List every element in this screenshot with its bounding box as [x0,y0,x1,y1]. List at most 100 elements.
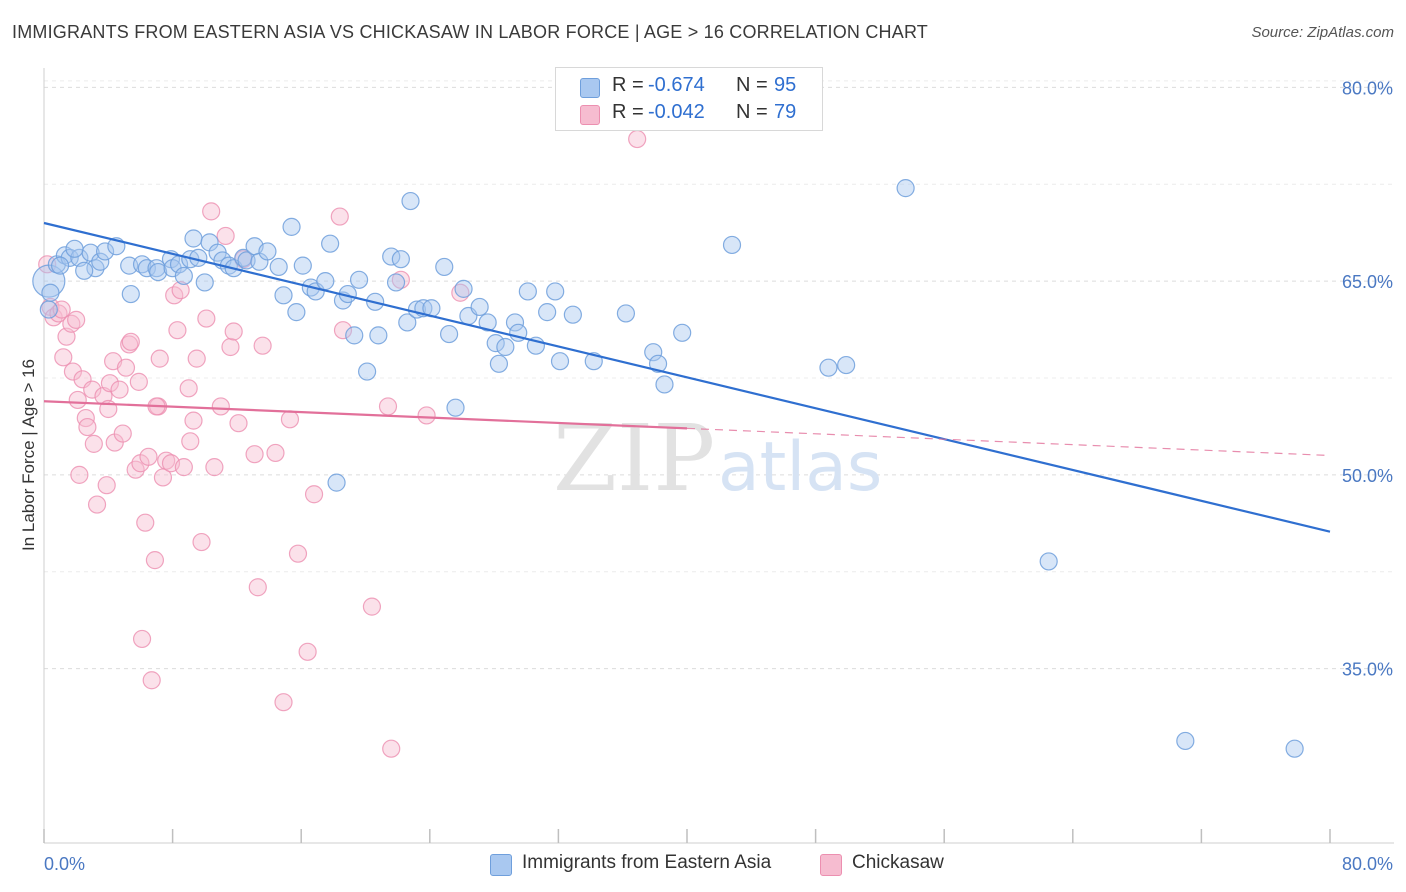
eastern-asia-point [1285,739,1304,758]
eastern-asia-point [616,304,636,323]
legend-swatch-blue [490,854,512,876]
eastern-asia-point [470,297,489,317]
chickasaw-point [129,372,148,391]
eastern-asia-point [75,261,94,280]
eastern-asia-point [65,239,84,258]
eastern-asia-point [121,284,140,304]
eastern-asia-point [655,375,674,394]
chickasaw-point [628,129,647,149]
chickasaw-point [179,379,198,398]
chickasaw-point [253,336,272,355]
chickasaw-point [142,671,161,690]
chickasaw-point [121,332,140,351]
chickasaw-point [157,451,176,470]
eastern-asia-point [137,259,156,278]
series-legend: Immigrants from Eastern Asia Chickasaw [0,852,1406,878]
eastern-asia-point [149,262,168,282]
chickasaw-point [174,458,193,477]
eastern-asia-trend-line [43,221,1331,533]
chickasaw-trend-extension [686,427,1331,457]
r-label: R = [612,74,644,96]
eastern-asia-point [1039,552,1058,571]
y-tick-labels: 35.0% 50.0% 65.0% 80.0% [1342,78,1393,679]
chickasaw-point [330,207,349,226]
eastern-asia-point [648,354,668,373]
axes [43,68,1394,844]
chickasaw-point [221,337,240,357]
chart-title: IMMIGRANTS FROM EASTERN ASIA VS CHICKASA… [12,22,929,42]
eastern-asia-point [496,337,515,357]
eastern-asia-point [489,354,509,373]
chickasaw-point [378,397,398,416]
eastern-asia-point [538,303,557,322]
chickasaw-point [197,309,216,328]
chickasaw-point [274,693,293,712]
eastern-asia-point [454,279,473,298]
r-value: -0.042 [648,101,705,123]
chickasaw-point [248,578,267,597]
chickasaw-point [362,597,382,616]
eastern-asia-point [321,234,340,253]
chickasaw-point [52,300,71,319]
eastern-asia-point [95,242,115,261]
eastern-asia-point [358,362,377,381]
eastern-asia-point [174,266,193,286]
r-label: R = [612,101,644,123]
eastern-asia-point [50,256,70,275]
stats-legend-row-chickasaw: R = -0.042 N = 79 [556,101,822,127]
watermark-atlas: atlas [718,428,882,507]
legend-label: Immigrants from Eastern Asia [522,852,772,873]
chickasaw-point [245,445,264,464]
eastern-asia-point [478,313,497,332]
eastern-asia-point [439,324,459,344]
eastern-asia-point [184,229,203,248]
chickasaw-point [229,414,248,433]
watermark-zip: ZIP [553,405,715,512]
eastern-asia-point [327,473,346,492]
chickasaw-point [76,408,95,428]
chickasaw-point [304,485,324,504]
chickasaw-point [192,532,211,552]
x-tick-label-min: 0.0% [44,854,85,874]
x-ticks [43,829,1331,843]
eastern-asia-point [274,286,293,305]
watermark: ZIP atlas [553,405,882,512]
n-value: 79 [774,101,797,123]
chickasaw-point [184,411,203,430]
chickasaw-point [288,544,308,563]
chickasaw-point [205,458,224,477]
eastern-asia-point [39,300,58,319]
eastern-asia-point [369,326,388,345]
eastern-asia-point [349,270,369,289]
eastern-asia-point [673,323,692,342]
eastern-asia-point [91,252,110,271]
n-label: N = [736,74,768,96]
chickasaw-point [100,374,120,393]
grid-lines [44,80,1394,670]
chickasaw-point [211,397,230,416]
eastern-asia-point [505,313,525,332]
eastern-asia-point [41,283,60,302]
eastern-asia-point [55,246,74,265]
chickasaw-point [38,255,57,274]
eastern-asia-point [486,334,505,353]
eastern-asia-point [282,217,301,236]
chickasaw-point [67,310,86,329]
chickasaw-point [280,410,300,429]
y-axis-label: In Labor Force | Age > 16 [19,359,38,551]
y-tick-label: 80.0% [1342,78,1393,98]
source-note: Source: ZipAtlas.com [1251,24,1394,41]
chickasaw-point [87,495,107,514]
y-tick-label: 50.0% [1342,466,1393,486]
legend-swatch-pink [820,854,842,876]
eastern-asia-point [401,191,420,211]
y-tick-label: 35.0% [1342,660,1393,680]
y-tick-label: 65.0% [1342,272,1393,292]
eastern-asia-point [269,257,288,277]
eastern-asia-point [819,358,838,377]
x-tick-label-max: 80.0% [1342,854,1393,874]
chickasaw-point [139,447,158,466]
eastern-asia-point [258,242,277,261]
chickasaw-point [150,349,169,368]
